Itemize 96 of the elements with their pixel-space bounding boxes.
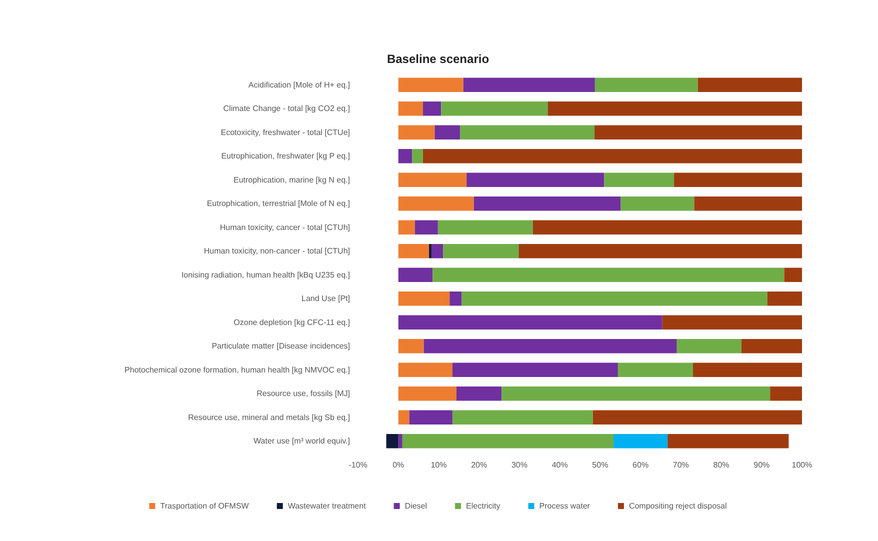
bar (398, 339, 424, 354)
bar (518, 244, 802, 258)
legend-label: Diesel (404, 502, 428, 510)
bar (434, 125, 460, 140)
bar (398, 149, 412, 164)
bar (604, 172, 674, 187)
bar (409, 410, 452, 424)
y-tick-label: Eutrophication, terrestrial [Mole of N eq.] (206, 199, 350, 208)
bar (398, 220, 415, 234)
bar (502, 386, 770, 401)
x-tick-label: 100% (792, 460, 812, 470)
y-tick-label: Photochemical ozone formation, human health [kg NMVOC eq.] (124, 365, 350, 374)
bar (398, 292, 450, 306)
bar (618, 362, 694, 377)
legend-label: Process water (539, 502, 590, 510)
y-tick-label: Land Use [Pt] (302, 294, 350, 304)
bar (386, 434, 398, 448)
bar (441, 102, 548, 116)
y-tick-label: Acidification [Mole of H+ eq.] (248, 80, 350, 90)
x-tick-label: 90% (754, 460, 770, 470)
bar (422, 149, 802, 164)
y-tick-label: Human toxicity, non-cancer - total [CTUh] (204, 246, 350, 256)
y-tick-label: Resource use, fossils [MJ] (256, 389, 350, 398)
x-tick-label: 0% (392, 460, 404, 470)
bar (412, 149, 423, 164)
bar (767, 292, 802, 306)
bar (741, 339, 802, 354)
chart-title: Baseline scenario (386, 52, 490, 66)
bar (398, 362, 452, 377)
bar (462, 292, 768, 306)
x-tick-label: -10% (348, 460, 368, 470)
y-tick-label: Ecotoxicity, freshwater - total [CTUe] (220, 128, 350, 137)
bar (431, 244, 444, 258)
y-tick-label: Climate Change - total [kg CO2 eq.] (223, 104, 350, 114)
bar (398, 78, 464, 92)
bar (460, 125, 595, 140)
x-tick-label: 30% (511, 460, 528, 470)
bar (438, 220, 533, 234)
bar (398, 102, 423, 116)
y-tick-label: Water use [m³ world equiv.] (254, 436, 350, 446)
bar (466, 172, 604, 187)
bar (668, 434, 789, 448)
x-tick-label: 10% (430, 460, 447, 470)
x-tick-label: 70% (672, 460, 689, 470)
bar (674, 172, 802, 187)
y-tick-label: Eutrophication, freshwater [kg P eq.] (221, 152, 350, 161)
bar (450, 292, 462, 306)
bar (592, 410, 802, 424)
bar (784, 268, 802, 282)
bar (398, 244, 430, 258)
y-tick-label: Eutrophication, marine [kg N eq.] (233, 175, 350, 184)
x-tick-label: 40% (552, 460, 568, 470)
bar (398, 196, 474, 211)
x-tick-label: 50% (592, 460, 608, 470)
y-tick-label: Ionising radiation, human health [kBq U235 eq.] (181, 270, 350, 280)
bar (398, 268, 433, 282)
legend-label: Electricity (466, 502, 500, 510)
bar (452, 410, 593, 424)
bar (422, 102, 442, 116)
bar (398, 410, 410, 424)
legend-label: Wastewater treatment (288, 502, 367, 510)
y-tick-label: Ozone depletion [kg CFC-11 eq.] (234, 318, 350, 327)
bar (594, 78, 698, 92)
bar (698, 78, 802, 92)
legend-label: Compositing reject disposal (628, 502, 727, 510)
bar (770, 386, 802, 401)
bar (456, 386, 502, 401)
bar (398, 172, 467, 187)
y-tick-label: Particulate matter [Disease incidences] (212, 342, 350, 351)
bar (548, 102, 802, 116)
bar (402, 434, 614, 448)
bar (432, 268, 784, 282)
bar (676, 339, 742, 354)
bar (594, 125, 802, 140)
bar (614, 434, 668, 448)
y-tick-label: Human toxicity, cancer - total [CTUh] (220, 222, 350, 232)
bar (414, 220, 438, 234)
bar (662, 315, 802, 330)
bar (463, 78, 595, 92)
bar (398, 315, 662, 330)
bar (398, 386, 456, 401)
bar (398, 434, 402, 448)
bar (452, 362, 618, 377)
bar (424, 339, 677, 354)
bar (474, 196, 621, 211)
bar (620, 196, 694, 211)
y-tick-label: Resource use, mineral and metals [kg Sb eq.] (188, 412, 350, 422)
bar (532, 220, 802, 234)
bar (693, 362, 802, 377)
bar (694, 196, 802, 211)
x-tick-label: 20% (471, 460, 488, 470)
legend-label: Trasportation of OFMSW (160, 502, 250, 510)
x-tick-label: 60% (632, 460, 649, 470)
bar (398, 125, 435, 140)
x-tick-label: 80% (713, 460, 730, 470)
bar (443, 244, 519, 258)
